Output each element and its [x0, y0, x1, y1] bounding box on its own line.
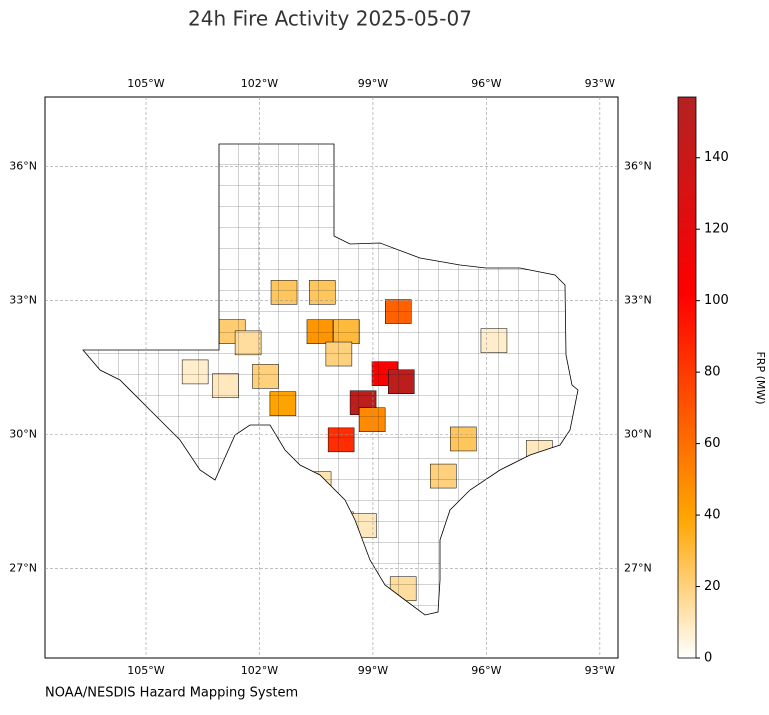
- map-title: 24h Fire Activity 2025-05-07: [188, 7, 472, 31]
- lat-label-left: 27°N: [9, 562, 37, 575]
- lon-label-bottom: 96°W: [471, 664, 501, 677]
- colorbar-tick-label: 60: [704, 436, 721, 451]
- lat-label-left: 33°N: [9, 293, 37, 306]
- lat-label-right: 27°N: [624, 562, 652, 575]
- lat-label-left: 30°N: [9, 427, 37, 440]
- lon-label-bottom: 99°W: [358, 664, 388, 677]
- lon-label-top: 105°W: [127, 77, 164, 90]
- colorbar: [677, 96, 697, 659]
- colorbar-tick-label: 0: [704, 651, 712, 666]
- lon-label-top: 99°W: [358, 77, 388, 90]
- lat-label-right: 36°N: [624, 159, 652, 172]
- lon-label-bottom: 105°W: [127, 664, 164, 677]
- lon-label-top: 93°W: [585, 77, 615, 90]
- colorbar-tick-label: 120: [704, 222, 729, 237]
- colorbar-label: FRP (MW): [754, 351, 767, 404]
- colorbar-tick-label: 80: [704, 365, 721, 380]
- lon-label-top: 102°W: [241, 77, 278, 90]
- source-note: NOAA/NESDIS Hazard Mapping System: [45, 686, 298, 701]
- colorbar-tick-label: 140: [704, 150, 729, 165]
- lon-label-bottom: 102°W: [241, 664, 278, 677]
- lon-label-top: 96°W: [471, 77, 501, 90]
- lon-label-bottom: 93°W: [585, 664, 615, 677]
- lat-label-right: 30°N: [624, 427, 652, 440]
- lat-label-right: 33°N: [624, 293, 652, 306]
- state-outline: [82, 143, 579, 616]
- lat-label-left: 36°N: [9, 159, 37, 172]
- colorbar-tick-label: 40: [704, 508, 721, 523]
- colorbar-tick-label: 20: [704, 579, 721, 594]
- colorbar-tick-label: 100: [704, 293, 729, 308]
